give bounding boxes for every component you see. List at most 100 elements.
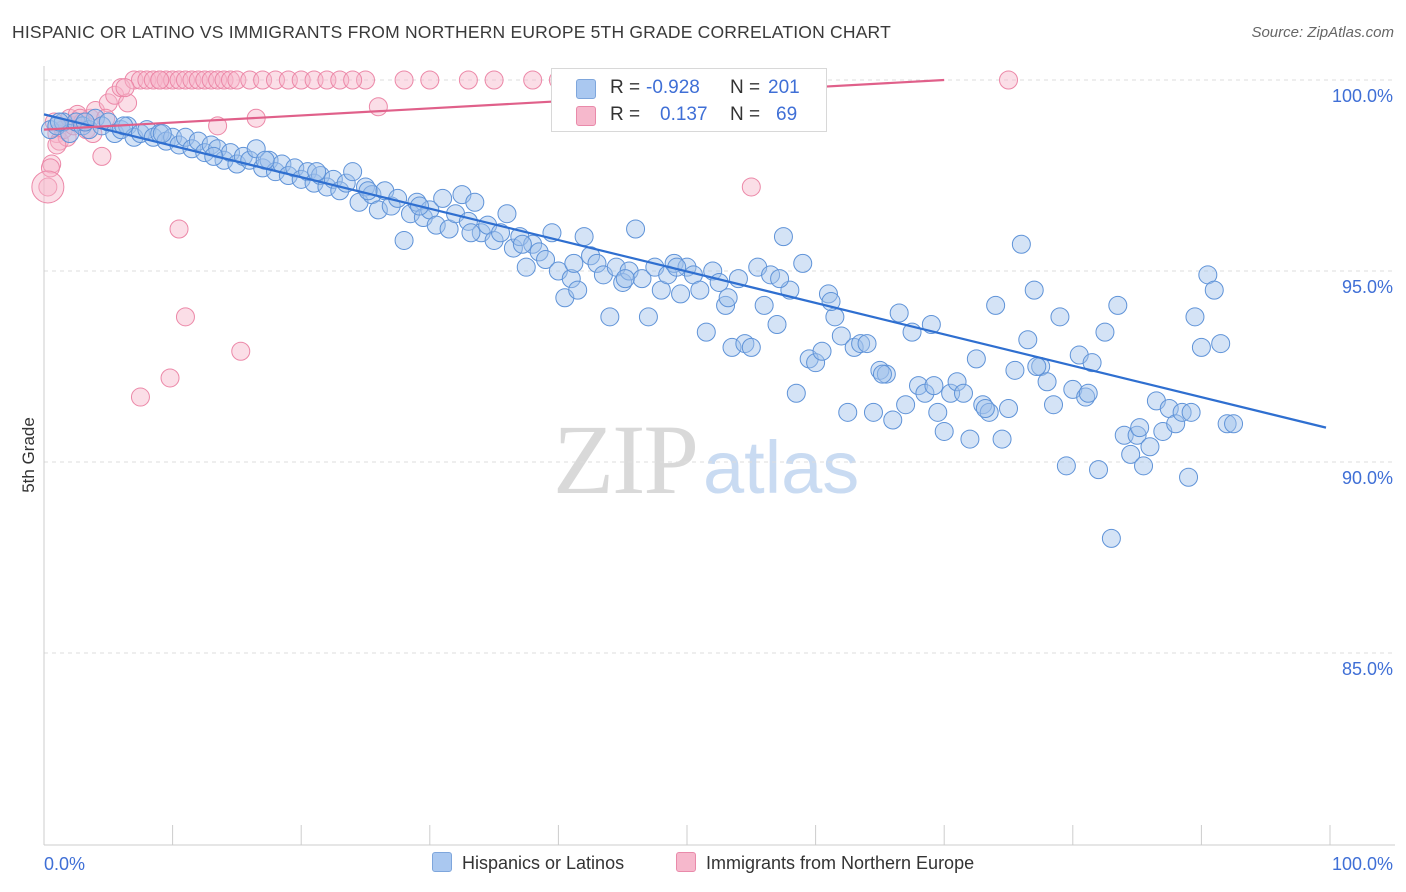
chart-title: HISPANIC OR LATINO VS IMMIGRANTS FROM NO… [12, 22, 891, 42]
blue-data-point [1011, 234, 1031, 254]
blue-data-point [1127, 425, 1147, 445]
blue-data-point [1024, 280, 1044, 300]
y-tick-label: 100.0% [1332, 86, 1393, 106]
blue-data-point [896, 395, 916, 415]
legend-n-value: 201 [768, 77, 800, 98]
bottom-legend-swatch-pink [676, 852, 696, 872]
blue-data-point [465, 192, 485, 212]
blue-data-point [1130, 418, 1150, 438]
blue-data-point [491, 223, 511, 243]
pink-data-point [420, 70, 440, 90]
pink-data-point [368, 97, 388, 117]
legend-r-label: R = [610, 77, 641, 98]
blue-data-point [696, 322, 716, 342]
blue-data-point [394, 230, 414, 250]
blue-data-point [461, 223, 481, 243]
bottom-legend-northern-europe: Immigrants from Northern Europe [676, 852, 974, 874]
blue-data-point [484, 230, 504, 250]
y-tick-label: 85.0% [1342, 659, 1393, 679]
blue-data-point [581, 246, 601, 266]
blue-data-point [754, 295, 774, 315]
blue-data-point [1211, 334, 1231, 354]
blue-data-point [426, 215, 446, 235]
blue-data-point [908, 376, 928, 396]
pink-data-point [999, 70, 1018, 90]
blue-data-point [626, 219, 646, 239]
tick-labels: 85.0% 90.0% 95.0% 100.0% 0.0% 100.0% 5th Grade [19, 86, 1393, 874]
blue-data-point [1217, 414, 1237, 434]
blue-data-point [960, 429, 980, 449]
legend-n-label: N = [730, 77, 761, 98]
pink-data-point [458, 70, 478, 90]
blue-data-point [883, 410, 903, 430]
blue-data-point [1185, 307, 1205, 327]
blue-data-point [975, 399, 995, 419]
pink-data-point-large [31, 170, 65, 204]
blue-data-point [831, 326, 851, 346]
blue-data-point [188, 131, 208, 151]
pink-series-points [31, 70, 1018, 407]
blue-data-point [863, 402, 883, 422]
bottom-legend-hispanic: Hispanics or Latinos [432, 852, 624, 874]
blue-data-point [587, 253, 607, 273]
blue-data-point [574, 227, 594, 247]
x-tick-label-max: 100.0% [1332, 854, 1393, 874]
blue-data-point [1050, 307, 1070, 327]
blue-data-point [1166, 414, 1186, 434]
blue-data-point [1018, 330, 1038, 350]
blue-data-point [1005, 360, 1025, 380]
pink-data-point [92, 146, 112, 166]
blue-data-point [1095, 322, 1115, 342]
blue-data-point [1082, 353, 1102, 373]
blue-data-point [947, 372, 967, 392]
blue-data-point [497, 204, 517, 224]
blue-data-point [638, 307, 658, 327]
legend-swatch-pink [576, 106, 596, 126]
blue-data-point [523, 234, 543, 254]
blue-data-point [992, 429, 1012, 449]
blue-data-point [966, 349, 986, 369]
blue-data-point [381, 196, 401, 216]
legend-n-value: 69 [776, 104, 798, 125]
blue-data-point [999, 399, 1018, 419]
watermark-atlas: atlas [703, 426, 860, 509]
source-credit: Source: ZipAtlas.com [1251, 24, 1394, 41]
bottom-legend-label: Hispanics or Latinos [462, 853, 625, 873]
blue-data-point [368, 200, 388, 220]
blue-data-point [767, 314, 787, 334]
pink-data-point [38, 177, 58, 197]
blue-data-point [838, 402, 858, 422]
blue-data-point [1044, 395, 1064, 415]
legend-r-value: 0.137 [660, 104, 708, 125]
legend-swatch-blue [576, 79, 596, 99]
blue-data-point [872, 364, 892, 384]
pink-data-point [231, 341, 251, 361]
pink-data-point [115, 78, 135, 98]
trend-lines [43, 78, 1327, 429]
blue-data-point [671, 284, 691, 304]
x-tick-label-min: 0.0% [44, 854, 85, 874]
blue-data-point [1108, 295, 1128, 315]
watermark-zip: ZIP [553, 404, 699, 515]
blue-data-point [536, 250, 556, 270]
blue-data-point [806, 353, 826, 373]
blue-data-point [1037, 372, 1057, 392]
blue-data-point [1204, 280, 1224, 300]
legend-n-label: N = [730, 104, 761, 125]
blue-data-point [703, 261, 723, 281]
blue-data-point [632, 269, 652, 289]
pink-data-point [175, 307, 195, 327]
blue-data-point [1027, 357, 1047, 376]
y-tick-label: 90.0% [1342, 468, 1393, 488]
blue-data-point [512, 234, 532, 254]
blue-data-point [770, 269, 790, 289]
blue-data-point [851, 334, 871, 354]
blue-data-point [529, 242, 549, 262]
pink-data-point [220, 70, 240, 90]
pink-data-point [150, 70, 170, 90]
blue-data-point [561, 269, 581, 289]
blue-data-point [1181, 402, 1201, 422]
correlation-legend: R = -0.928 N = 201 R = 0.137 N = 69 [551, 68, 827, 132]
blue-data-point [516, 257, 536, 277]
blue-data-point [718, 288, 738, 308]
